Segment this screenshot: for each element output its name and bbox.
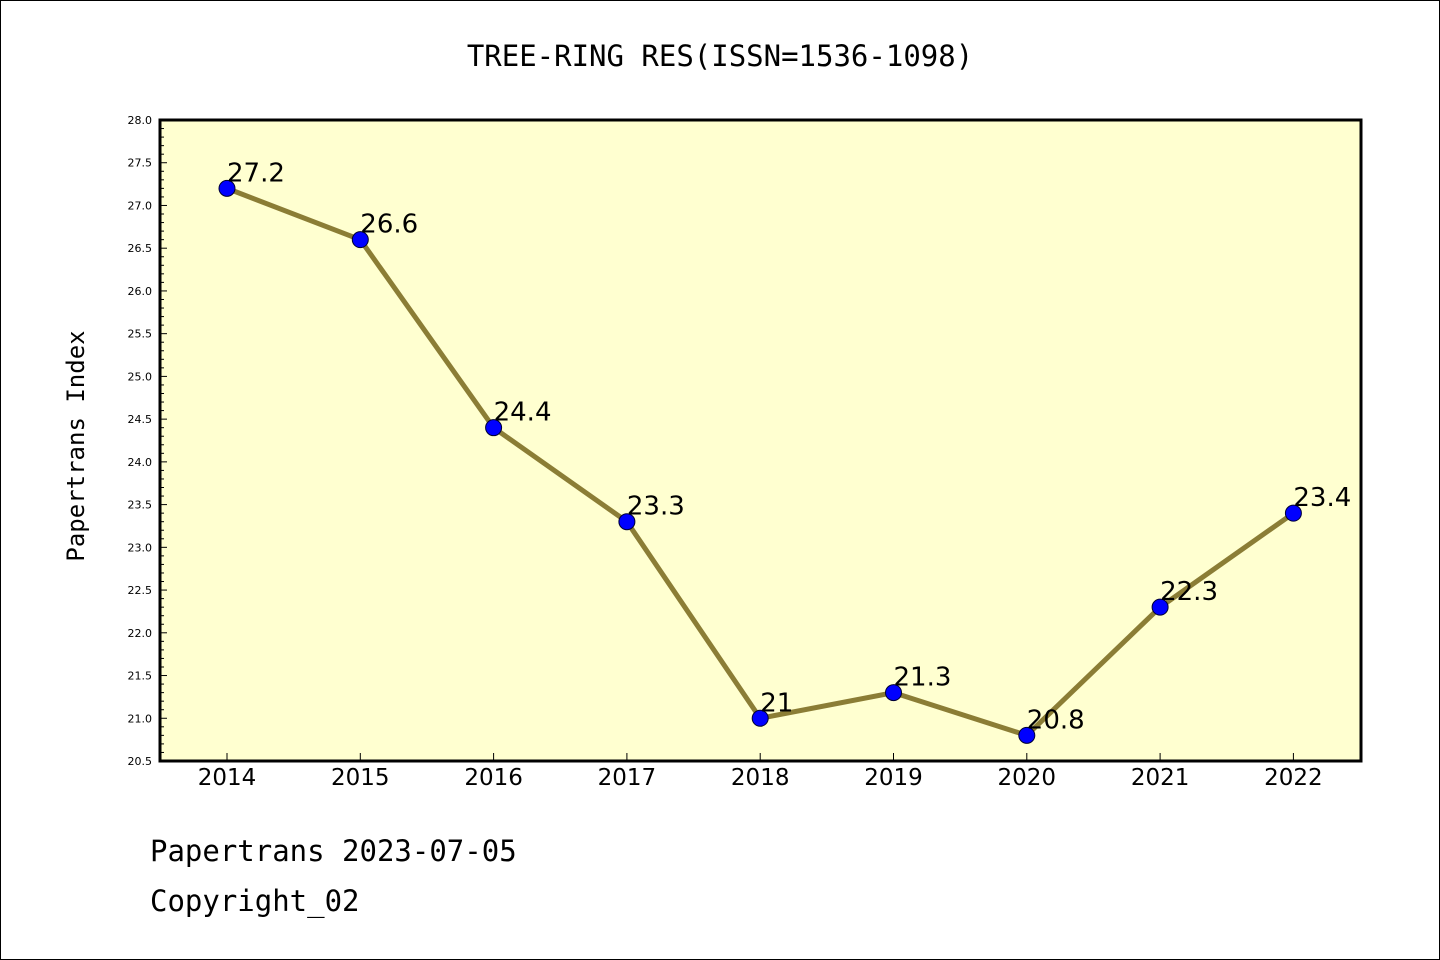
data-point: [751, 709, 769, 727]
data-point: [1151, 598, 1169, 616]
data-label: 23.4: [1293, 483, 1351, 513]
y-tick-label: 20.5: [128, 755, 153, 768]
x-tick-label: 2018: [731, 765, 790, 791]
data-label: 21.3: [894, 663, 952, 693]
x-tick-label: 2020: [998, 765, 1057, 791]
data-label: 24.4: [494, 398, 552, 428]
data-point: [485, 419, 503, 437]
y-axis-ticks: 20.5 21.0 21.5 22.0 22.5 23.0 23.5 24.0 24.5 25.0…: [128, 114, 167, 768]
data-label: 20.8: [1027, 705, 1085, 735]
y-tick-label: 24.0: [128, 456, 153, 469]
y-tick-label: 26.0: [128, 285, 153, 298]
y-tick-label: 27.5: [128, 157, 153, 170]
data-point: [618, 513, 636, 531]
data-label: 26.6: [360, 210, 418, 240]
y-tick-label: 24.5: [128, 413, 153, 426]
data-point: [885, 684, 902, 702]
y-axis-label: Papertrans Index: [62, 330, 90, 561]
x-tick-label: 2019: [864, 765, 923, 791]
x-axis-ticks: 2014 2015 2016 2017 2018 2019 2020 2021 2022: [198, 753, 1323, 791]
x-tick-label: 2022: [1264, 765, 1323, 791]
y-tick-label: 28.0: [128, 114, 153, 127]
data-series: [218, 179, 1302, 744]
footer-copyright-text: Copyright_02: [150, 884, 360, 918]
data-point: [351, 231, 369, 249]
y-tick-label: 25.5: [128, 328, 153, 341]
x-tick-label: 2016: [464, 765, 523, 791]
footer-date-text: Papertrans 2023-07-05: [150, 834, 517, 868]
data-label: 22.3: [1160, 577, 1218, 607]
y-tick-label: 25.0: [128, 370, 153, 383]
y-tick-label: 23.5: [128, 499, 153, 512]
data-labels: 27.2 26.6 24.4 23.3 21 21.3 20.8 22.3 23.4: [227, 158, 1351, 735]
data-point: [1018, 726, 1036, 744]
x-tick-label: 2017: [598, 765, 657, 791]
data-label: 27.2: [227, 158, 285, 188]
y-tick-label: 22.5: [128, 584, 153, 597]
data-label: 23.3: [627, 492, 685, 522]
y-tick-label: 21.5: [128, 670, 153, 683]
y-tick-label: 26.5: [128, 242, 153, 255]
plot-area: [158, 118, 1363, 763]
x-tick-label: 2014: [198, 765, 257, 791]
y-tick-label: 23.0: [128, 541, 153, 554]
data-point: [1284, 504, 1302, 522]
y-tick-label: 21.0: [128, 712, 153, 725]
x-tick-label: 2015: [331, 765, 390, 791]
data-point: [218, 179, 236, 197]
chart-title: TREE-RING RES(ISSN=1536-1098): [467, 39, 973, 73]
x-tick-label: 2021: [1131, 765, 1190, 791]
y-tick-label: 27.0: [128, 199, 153, 212]
y-tick-label: 22.0: [128, 627, 153, 640]
data-label: 21: [760, 688, 793, 718]
